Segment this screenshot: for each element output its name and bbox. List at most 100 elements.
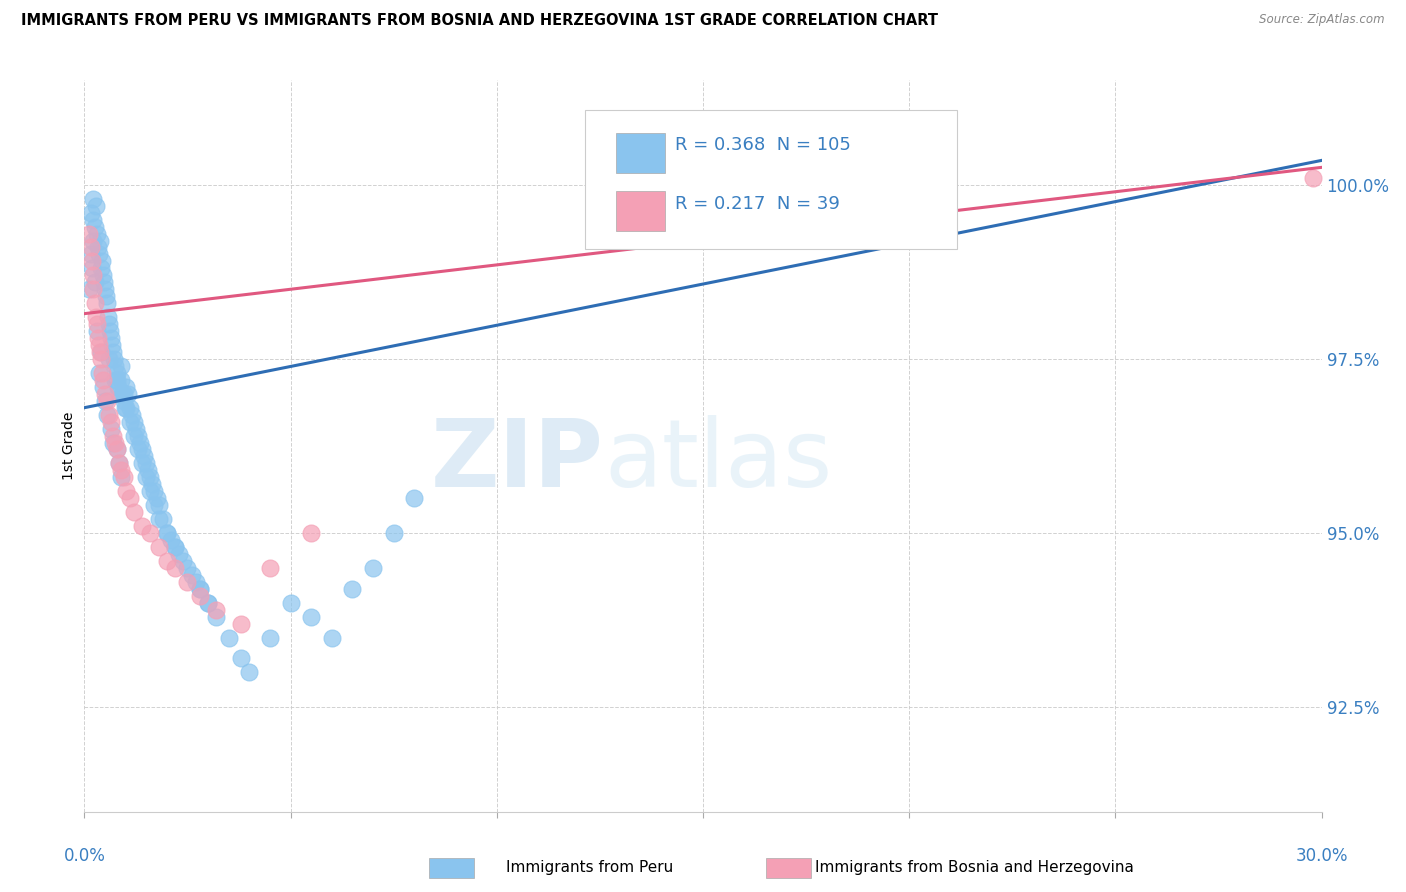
Point	[110, 359, 132, 373]
Point	[139, 484, 162, 499]
Point	[91, 268, 114, 283]
Point	[259, 561, 281, 575]
Point	[114, 484, 136, 499]
Point	[361, 561, 384, 575]
Text: 30.0%: 30.0%	[1295, 847, 1348, 864]
Point	[79, 247, 101, 261]
Y-axis label: 1st Grade: 1st Grade	[62, 412, 76, 480]
Point	[94, 282, 117, 296]
Point	[165, 540, 187, 554]
Point	[382, 526, 405, 541]
Text: R = 0.217  N = 39: R = 0.217 N = 39	[675, 194, 841, 213]
Point	[105, 442, 128, 457]
Text: R = 0.368  N = 105: R = 0.368 N = 105	[675, 136, 851, 154]
Point	[86, 324, 108, 338]
Point	[80, 261, 103, 276]
Point	[197, 596, 219, 610]
Point	[100, 415, 122, 429]
Point	[118, 401, 141, 415]
Point	[97, 310, 120, 325]
Point	[104, 359, 127, 373]
Point	[82, 282, 104, 296]
Point	[86, 240, 108, 254]
Point	[148, 498, 170, 512]
Point	[87, 366, 110, 380]
Point	[117, 386, 139, 401]
Point	[96, 393, 118, 408]
Point	[103, 435, 125, 450]
Point	[82, 268, 104, 283]
Point	[112, 393, 135, 408]
Point	[86, 227, 108, 241]
Point	[118, 491, 141, 506]
Point	[152, 512, 174, 526]
Point	[94, 289, 117, 303]
Text: Source: ZipAtlas.com: Source: ZipAtlas.com	[1260, 13, 1385, 27]
Point	[127, 442, 149, 457]
Point	[87, 247, 110, 261]
Point	[104, 373, 127, 387]
Point	[136, 463, 159, 477]
Text: Immigrants from Bosnia and Herzegovina: Immigrants from Bosnia and Herzegovina	[815, 860, 1135, 874]
Point	[184, 574, 207, 589]
Point	[205, 609, 228, 624]
Point	[104, 435, 127, 450]
Point	[83, 219, 105, 234]
Point	[94, 393, 117, 408]
Point	[79, 282, 101, 296]
Point	[299, 609, 322, 624]
Point	[110, 463, 132, 477]
Point	[107, 380, 129, 394]
Point	[404, 491, 426, 506]
Point	[197, 596, 219, 610]
Point	[156, 526, 179, 541]
Point	[112, 470, 135, 484]
Point	[121, 408, 143, 422]
Point	[90, 345, 112, 359]
Point	[156, 554, 179, 568]
Point	[110, 470, 132, 484]
Point	[87, 338, 110, 352]
Point	[176, 574, 198, 589]
Point	[84, 199, 107, 213]
Point	[148, 512, 170, 526]
Point	[321, 631, 343, 645]
Point	[101, 338, 124, 352]
Point	[83, 296, 105, 310]
Point	[86, 317, 108, 331]
Point	[299, 526, 322, 541]
Point	[82, 212, 104, 227]
Point	[1302, 170, 1324, 185]
Point	[125, 421, 148, 435]
Point	[100, 421, 122, 435]
Point	[96, 296, 118, 310]
Point	[122, 428, 145, 442]
Point	[342, 582, 364, 596]
Point	[79, 227, 101, 241]
Point	[112, 386, 135, 401]
Point	[165, 540, 187, 554]
Point	[94, 386, 117, 401]
Point	[108, 457, 131, 471]
Point	[91, 380, 114, 394]
Point	[135, 457, 157, 471]
Point	[98, 324, 121, 338]
Point	[129, 435, 152, 450]
Point	[83, 275, 105, 289]
Point	[218, 631, 240, 645]
Point	[103, 345, 125, 359]
Point	[90, 261, 112, 276]
Point	[114, 401, 136, 415]
Point	[143, 498, 166, 512]
Point	[111, 386, 134, 401]
Point	[89, 345, 111, 359]
Point	[131, 457, 153, 471]
Point	[108, 386, 131, 401]
Text: IMMIGRANTS FROM PERU VS IMMIGRANTS FROM BOSNIA AND HERZEGOVINA 1ST GRADE CORRELA: IMMIGRANTS FROM PERU VS IMMIGRANTS FROM …	[21, 13, 938, 29]
Point	[108, 457, 131, 471]
Point	[135, 470, 157, 484]
Point	[84, 310, 107, 325]
Point	[98, 408, 121, 422]
Point	[139, 470, 162, 484]
Point	[91, 373, 114, 387]
